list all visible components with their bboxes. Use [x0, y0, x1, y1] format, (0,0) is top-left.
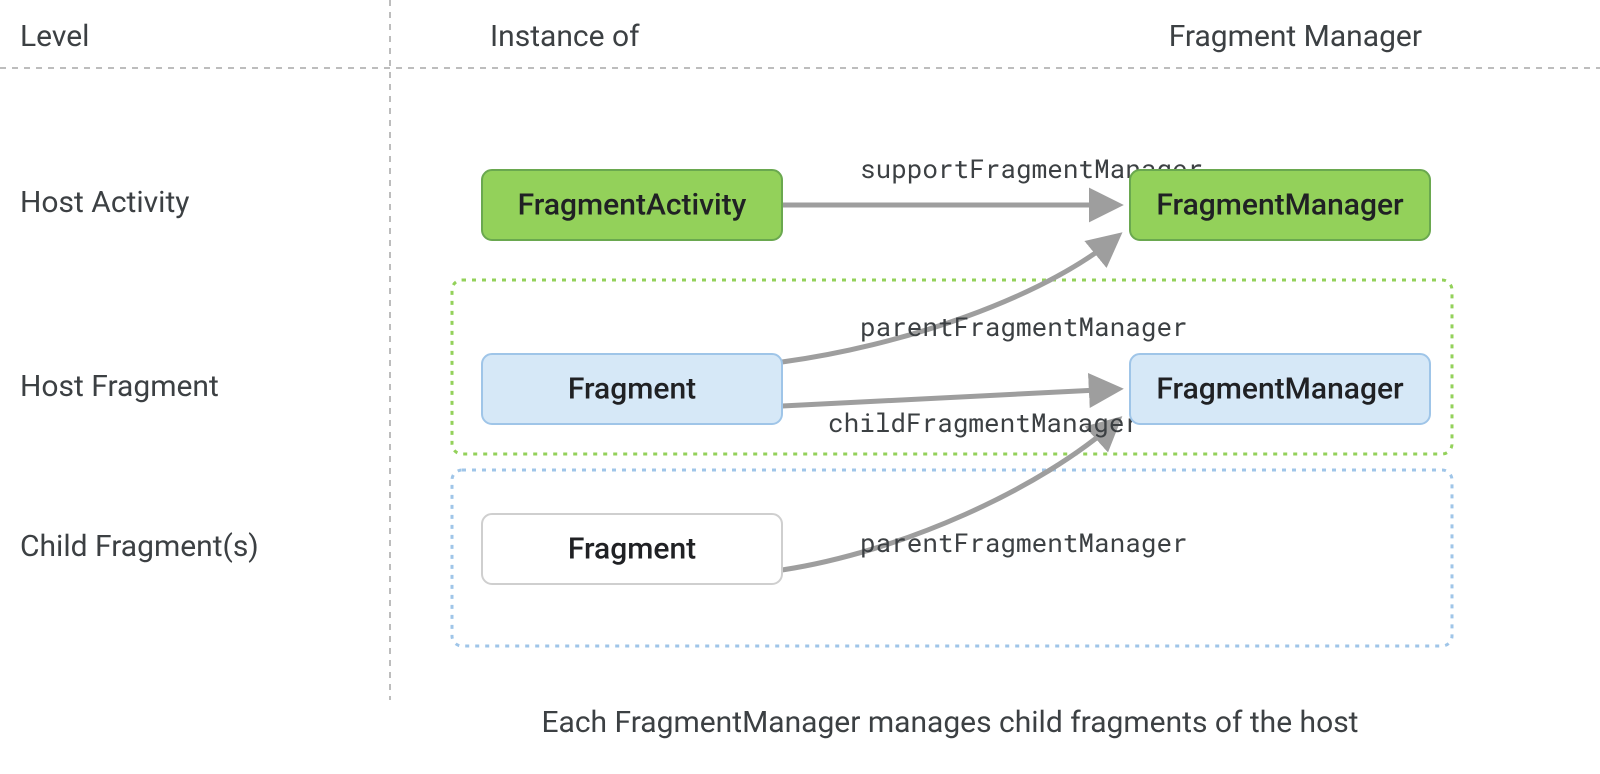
node-label: FragmentActivity — [518, 188, 747, 223]
row-label-host-activity: Host Activity — [20, 185, 189, 220]
node-fm-fragment: FragmentManager — [1130, 354, 1430, 424]
header-fragment-manager: Fragment Manager — [1169, 19, 1422, 54]
node-label: FragmentManager — [1156, 188, 1404, 223]
node-label: FragmentManager — [1156, 372, 1404, 407]
edge-label-parent-fm-child: parentFragmentManager — [860, 526, 1188, 560]
node-label: Fragment — [568, 372, 696, 407]
node-fragment-activity: FragmentActivity — [482, 170, 782, 240]
header-level: Level — [20, 19, 89, 54]
node-fragment-child: Fragment — [482, 514, 782, 584]
edge-label-child-fm: childFragmentManager — [828, 406, 1140, 440]
node-fragment-host: Fragment — [482, 354, 782, 424]
edge-label-parent-fm-host: parentFragmentManager — [860, 310, 1188, 344]
row-label-child-fragments: Child Fragment(s) — [20, 529, 259, 564]
node-label: Fragment — [568, 532, 696, 567]
row-label-host-fragment: Host Fragment — [20, 369, 219, 404]
edge-child-fm — [782, 389, 1118, 406]
node-fm-activity: FragmentManager — [1130, 170, 1430, 240]
caption: Each FragmentManager manages child fragm… — [541, 705, 1358, 740]
header-instance-of: Instance of — [490, 19, 640, 54]
